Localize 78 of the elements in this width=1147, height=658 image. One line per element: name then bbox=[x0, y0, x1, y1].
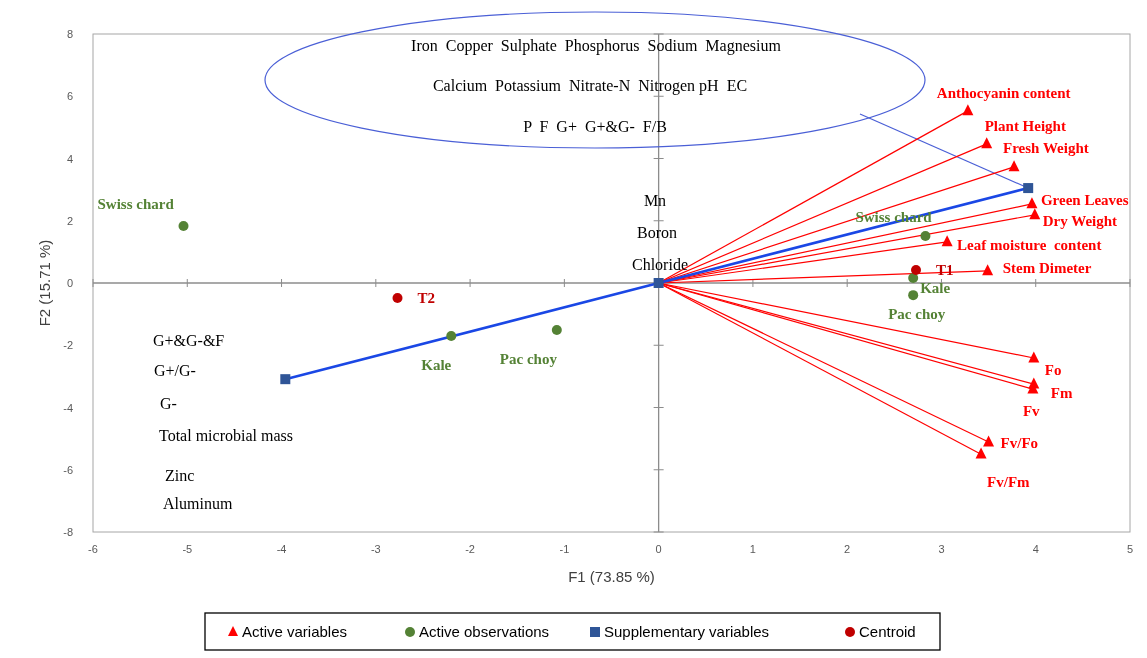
annotation: Boron bbox=[637, 224, 677, 241]
x-tick-label: 0 bbox=[655, 543, 662, 555]
point bbox=[1026, 197, 1038, 209]
annotation: Iron Copper Sulphate Phosphorus Sodium Magnesium bbox=[411, 37, 782, 55]
point bbox=[908, 273, 919, 284]
x-tick-label: -3 bbox=[370, 543, 381, 555]
point bbox=[941, 235, 953, 247]
annotation: Mn bbox=[643, 192, 667, 209]
point bbox=[1028, 351, 1040, 363]
legend-label: Supplementary variables bbox=[604, 623, 770, 640]
legend-label: Active observations bbox=[419, 623, 550, 640]
point bbox=[178, 221, 189, 232]
x-tick-label: -6 bbox=[88, 543, 98, 555]
point bbox=[1023, 183, 1034, 194]
annotation: G+/G- bbox=[154, 362, 196, 379]
x-tick-label: 4 bbox=[1032, 543, 1039, 555]
annotation: Total microbial mass bbox=[159, 427, 293, 444]
annotation: Fresh Weight bbox=[1003, 139, 1089, 156]
point bbox=[920, 231, 931, 241]
annotation: Pac choy bbox=[499, 351, 558, 367]
point bbox=[983, 435, 995, 447]
annotation: Fv/Fm bbox=[987, 474, 1031, 491]
point bbox=[392, 292, 403, 303]
y-tick-label: 0 bbox=[66, 277, 73, 289]
legend-label: Active variables bbox=[242, 623, 348, 640]
annotation: Zinc bbox=[165, 467, 195, 484]
y-tick-label: -8 bbox=[63, 526, 73, 538]
point bbox=[1029, 208, 1041, 220]
x-axis-title: F1 (73.85 %) bbox=[568, 568, 655, 585]
annotation: Fv/Fo bbox=[1000, 435, 1039, 452]
annotation: Swiss chard bbox=[97, 196, 175, 213]
annotation: Leaf moisture content bbox=[957, 236, 1102, 253]
point bbox=[653, 278, 664, 288]
x-tick-label: 2 bbox=[844, 543, 851, 555]
point bbox=[280, 374, 291, 385]
x-tick-label: -5 bbox=[182, 543, 193, 555]
annotation: Fm bbox=[1050, 385, 1073, 402]
point bbox=[908, 290, 919, 301]
point bbox=[962, 104, 974, 116]
point bbox=[911, 264, 921, 275]
point bbox=[551, 325, 562, 335]
y-tick-label: 2 bbox=[66, 214, 73, 227]
annotation: Kale bbox=[920, 280, 951, 297]
annotation: Anthocyanin content bbox=[936, 84, 1071, 101]
annotation: G+&G-&F bbox=[153, 332, 225, 349]
point bbox=[981, 137, 993, 149]
annotation: Dry Weight bbox=[1042, 212, 1118, 229]
y-axis-title: F2 (15.71 %) bbox=[36, 239, 53, 327]
y-tick-label: 8 bbox=[66, 28, 73, 40]
annotation: Green Leaves bbox=[1040, 191, 1129, 208]
annotation: G- bbox=[160, 395, 177, 412]
annotation: Calcium Potassium Nitrate-N Nitrogen pH EC bbox=[432, 77, 748, 95]
legend-label: Centroid bbox=[859, 623, 916, 640]
y-tick-label: -4 bbox=[63, 401, 73, 414]
annotation: Chloride bbox=[632, 256, 688, 273]
annotation: Kale bbox=[421, 356, 452, 373]
x-tick-label: 5 bbox=[1126, 543, 1134, 555]
point bbox=[1008, 160, 1020, 172]
annotation: Stem Dimeter bbox=[1002, 259, 1092, 276]
x-tick-label: 1 bbox=[749, 543, 756, 555]
annotation: P F G+ G+&G- F/B bbox=[523, 118, 667, 135]
annotation: Fo bbox=[1044, 362, 1062, 379]
point bbox=[975, 447, 987, 459]
x-tick-label: -1 bbox=[559, 543, 570, 555]
annotation: Pac choy bbox=[888, 306, 946, 323]
y-tick-label: 6 bbox=[66, 90, 73, 103]
annotation: T2 bbox=[417, 289, 436, 306]
annotation: Plant Height bbox=[984, 117, 1066, 134]
x-tick-label: 3 bbox=[938, 543, 945, 555]
annotation: Aluminum bbox=[163, 495, 233, 512]
annotation: Fv bbox=[1022, 403, 1041, 420]
y-tick-label: -2 bbox=[63, 339, 73, 352]
y-tick-label: -6 bbox=[63, 463, 73, 476]
x-tick-label: -4 bbox=[276, 543, 287, 555]
point bbox=[446, 330, 457, 341]
y-tick-label: 4 bbox=[66, 152, 73, 165]
point bbox=[982, 264, 994, 276]
x-tick-label: -2 bbox=[465, 543, 475, 555]
